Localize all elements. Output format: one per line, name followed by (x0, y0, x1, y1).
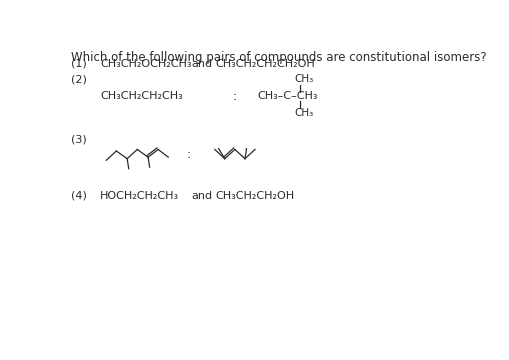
Text: CH₃CH₂CH₂CH₃: CH₃CH₂CH₂CH₃ (100, 91, 183, 101)
Text: :: : (233, 90, 237, 103)
Text: and: and (191, 191, 213, 201)
Text: (4): (4) (71, 191, 87, 201)
Text: HOCH₂CH₂CH₃: HOCH₂CH₂CH₃ (100, 191, 179, 201)
Text: CH₃: CH₃ (295, 108, 314, 118)
Text: CH₃CH₂OCH₂CH₃: CH₃CH₂OCH₂CH₃ (100, 59, 191, 69)
Text: :: : (186, 148, 190, 161)
Text: and: and (191, 59, 213, 69)
Text: (1): (1) (71, 59, 87, 69)
Text: Which of the following pairs of compounds are constitutional isomers?: Which of the following pairs of compound… (71, 51, 487, 64)
Text: CH₃CH₂CH₂CH₂OH: CH₃CH₂CH₂CH₂OH (215, 59, 315, 69)
Text: (3): (3) (71, 134, 87, 144)
Text: CH₃: CH₃ (295, 75, 314, 84)
Text: CH₃CH₂CH₂OH: CH₃CH₂CH₂OH (215, 191, 295, 201)
Text: CH₃–C–CH₃: CH₃–C–CH₃ (258, 91, 318, 101)
Text: (2): (2) (71, 75, 87, 84)
